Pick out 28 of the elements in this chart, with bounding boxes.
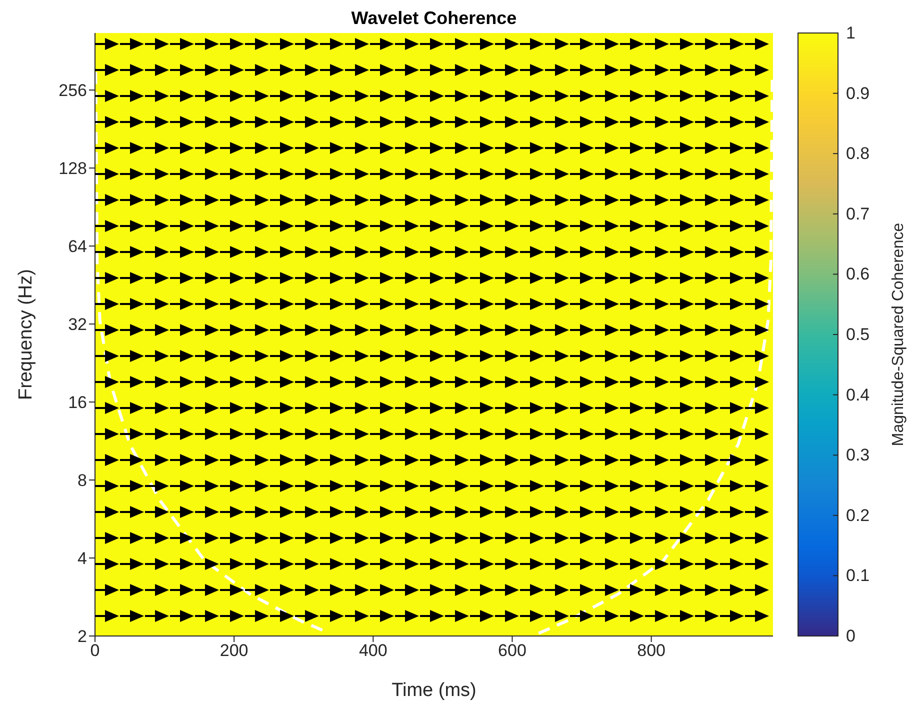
color-bar-title: Magnitude-Squared Coherence xyxy=(890,222,907,446)
color-bar-label: 0.3 xyxy=(846,446,870,465)
color-bar-label: 0.7 xyxy=(846,204,870,224)
color-bar-label: 0.5 xyxy=(846,325,870,344)
y-tick-label: 4 xyxy=(78,549,87,568)
color-bar-label: 1 xyxy=(846,24,856,42)
color-bar-label: 0.6 xyxy=(846,264,870,284)
y-tick-label: 32 xyxy=(68,315,87,334)
x-axis-title: Time (ms) xyxy=(392,680,476,701)
x-tick-label: 400 xyxy=(358,641,388,660)
color-bar-label: 0.2 xyxy=(846,506,870,525)
x-tick-label: 0 xyxy=(90,641,100,660)
y-tick-label: 8 xyxy=(78,471,87,490)
chart-title: Wavelet Coherence xyxy=(350,8,518,29)
y-tick-label: 16 xyxy=(68,393,87,412)
color-bar-label: 0.1 xyxy=(846,566,870,586)
color-bar-label: 0.9 xyxy=(846,84,870,103)
y-tick-label: 64 xyxy=(68,237,87,256)
y-tick-label: 128 xyxy=(58,159,87,178)
color-bar-label: 0 xyxy=(846,626,856,646)
y-axis-title: Frequency (Hz) xyxy=(16,269,37,400)
x-tick-label: 200 xyxy=(220,641,248,660)
color-bar-label: 0.8 xyxy=(846,144,870,164)
color-bar-label: 0.4 xyxy=(846,385,870,404)
y-tick-label: 256 xyxy=(58,81,87,100)
y-tick-label: 2 xyxy=(78,627,87,646)
x-tick-label: 600 xyxy=(498,641,526,660)
x-tick-label: 800 xyxy=(637,641,666,660)
